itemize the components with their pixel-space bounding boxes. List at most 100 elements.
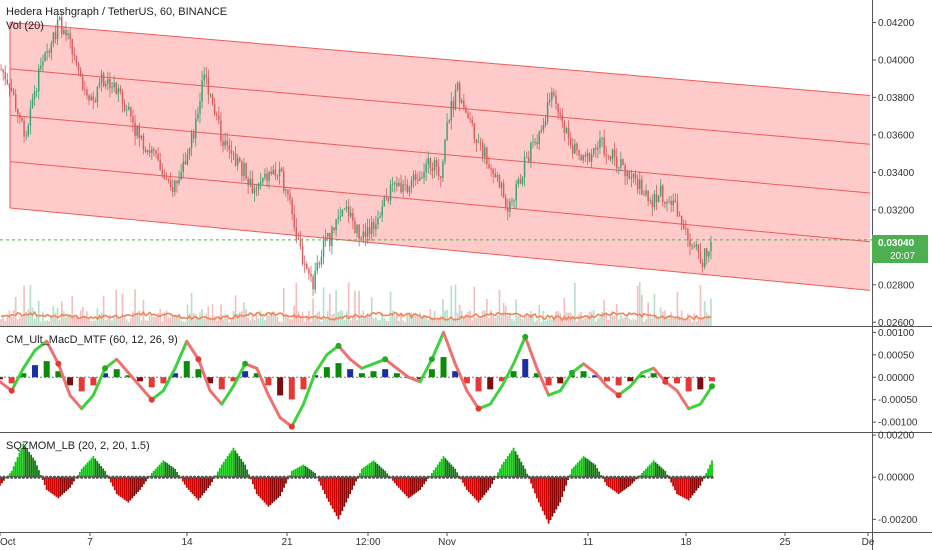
volume-bar — [473, 286, 476, 326]
momentum-bar — [394, 477, 396, 484]
volume-bar — [217, 315, 220, 326]
momentum-bar — [479, 477, 482, 501]
volume-bar — [523, 314, 526, 326]
momentum-bar — [648, 464, 651, 478]
momentum-bar — [292, 469, 295, 478]
time-axis[interactable]: Oct 7 14 21 12:00 Nov 11 18 25 De — [0, 532, 875, 548]
candle-body — [67, 33, 69, 36]
volume-bar — [657, 316, 660, 326]
volume-bar — [113, 315, 115, 326]
momentum-bar — [152, 470, 155, 478]
candle-body — [532, 142, 534, 143]
macd-cross-dot — [195, 356, 202, 363]
squeeze-dot — [457, 475, 461, 479]
candle-body — [630, 177, 633, 179]
volume-bar — [16, 319, 19, 326]
candle-body — [326, 232, 329, 237]
candle-body — [117, 88, 120, 94]
momentum-bar — [222, 461, 225, 478]
squeeze-dot — [13, 475, 18, 479]
momentum-bar — [518, 458, 521, 478]
momentum-bar — [501, 464, 503, 478]
candle-body — [98, 82, 101, 87]
squeeze-dot — [325, 475, 329, 479]
momentum-bar — [86, 462, 89, 478]
candle-body — [576, 143, 578, 151]
volume-bar — [475, 318, 478, 326]
macd-pane[interactable] — [0, 330, 715, 430]
price-tick-label: 0.04200 — [878, 18, 915, 29]
momentum-bar — [456, 472, 459, 478]
momentum-bar — [181, 477, 184, 482]
volume-bar — [481, 310, 484, 326]
momentum-bar — [580, 458, 583, 478]
volume-bar — [364, 316, 367, 326]
volume-bar — [123, 316, 126, 326]
squeeze-dot — [115, 475, 119, 479]
macd-cross-dot — [102, 365, 109, 372]
momentum-bar — [316, 477, 318, 478]
candle-body — [362, 231, 365, 238]
macd-line-segment — [465, 389, 481, 411]
volume-bar — [479, 318, 482, 326]
candle-body — [58, 16, 61, 20]
candle-body — [685, 228, 687, 230]
candle-body — [710, 241, 712, 252]
candle-body — [687, 229, 689, 240]
volume-bar — [398, 320, 400, 326]
macd-histogram-bar — [218, 377, 225, 390]
squeeze-momentum-pane[interactable] — [0, 443, 714, 524]
candle-body — [293, 213, 295, 228]
momentum-bar — [269, 477, 272, 505]
volume-bar — [171, 314, 174, 326]
macd-line-segment — [395, 366, 411, 379]
price-axis[interactable]: 0.04200 0.04000 0.03800 0.03600 0.03400 0.032… — [872, 18, 918, 526]
candle-body — [391, 183, 394, 185]
macd-histogram-bar — [522, 359, 529, 378]
momentum-bar — [32, 457, 34, 478]
candle-body — [29, 108, 32, 126]
volume-bar — [517, 315, 520, 326]
volume-bar — [527, 314, 530, 326]
price-tick-label: 0.04000 — [878, 55, 915, 66]
momentum-bar — [687, 477, 690, 501]
momentum-bar — [438, 461, 441, 478]
candle-body — [96, 86, 99, 103]
volume-bar — [672, 318, 675, 326]
candle-body — [56, 19, 59, 40]
squeeze-dot — [189, 475, 193, 479]
candle-body — [38, 68, 40, 92]
volume-bar — [146, 320, 149, 326]
volume-bar — [102, 295, 105, 326]
candle-body — [695, 244, 698, 247]
momentum-bar — [8, 473, 11, 478]
volume-bar — [389, 291, 392, 326]
candle-body — [448, 120, 450, 123]
volume-bar — [37, 300, 40, 326]
volume-bar — [689, 318, 691, 326]
momentum-bar — [681, 477, 684, 498]
price-pane[interactable] — [0, 11, 872, 326]
volume-bar — [511, 318, 513, 326]
momentum-bar — [71, 477, 73, 485]
macd-line-segment — [231, 362, 247, 388]
candle-body — [540, 130, 543, 132]
momentum-bar — [510, 450, 513, 478]
momentum-bar — [172, 467, 175, 478]
volume-bar — [439, 315, 442, 326]
squeeze-dot — [72, 475, 76, 479]
squeeze-dot — [706, 475, 710, 479]
macd-histogram-bar — [627, 377, 634, 382]
momentum-bar — [654, 462, 657, 478]
squeeze-dot — [655, 475, 660, 479]
candle-body — [651, 200, 654, 208]
momentum-bar — [641, 473, 643, 478]
momentum-bar — [92, 456, 95, 478]
momentum-bar — [351, 477, 353, 490]
squeeze-dot — [274, 475, 278, 479]
candle-body — [708, 251, 710, 257]
momentum-bar — [536, 477, 538, 499]
volume-bar — [661, 311, 664, 326]
macd-line-segment — [628, 371, 644, 388]
